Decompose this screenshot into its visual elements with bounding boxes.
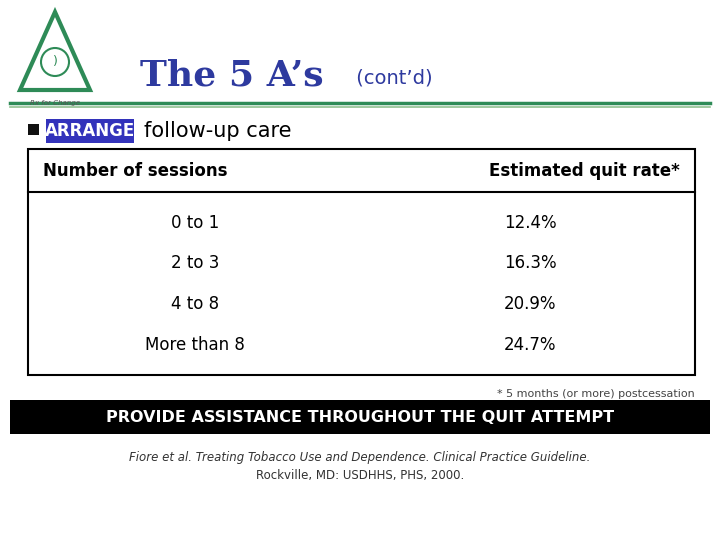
Text: follow-up care: follow-up care (144, 121, 292, 141)
FancyBboxPatch shape (28, 149, 695, 375)
Text: 20.9%: 20.9% (504, 295, 557, 313)
Text: 16.3%: 16.3% (504, 254, 557, 272)
Text: The 5 A’s: The 5 A’s (140, 58, 323, 92)
Text: * 5 months (or more) postcessation: * 5 months (or more) postcessation (498, 389, 695, 399)
Text: 24.7%: 24.7% (504, 335, 557, 354)
Text: PROVIDE ASSISTANCE THROUGHOUT THE QUIT ATTEMPT: PROVIDE ASSISTANCE THROUGHOUT THE QUIT A… (106, 409, 614, 424)
Text: More than 8: More than 8 (145, 335, 245, 354)
Text: Fiore et al. Treating Tobacco Use and Dependence. Clinical Practice Guideline.: Fiore et al. Treating Tobacco Use and De… (130, 451, 590, 464)
Text: Number of sessions: Number of sessions (43, 161, 228, 179)
Text: Rx for Change: Rx for Change (30, 100, 80, 106)
Text: 2 to 3: 2 to 3 (171, 254, 219, 272)
FancyBboxPatch shape (10, 400, 710, 434)
Text: ): ) (53, 56, 58, 69)
Text: 0 to 1: 0 to 1 (171, 213, 219, 232)
Polygon shape (20, 12, 90, 90)
Text: (cont’d): (cont’d) (350, 69, 433, 87)
FancyBboxPatch shape (46, 119, 134, 143)
Text: 4 to 8: 4 to 8 (171, 295, 219, 313)
Text: ARRANGE: ARRANGE (45, 122, 135, 140)
Text: Rockville, MD: USDHHS, PHS, 2000.: Rockville, MD: USDHHS, PHS, 2000. (256, 469, 464, 482)
FancyBboxPatch shape (28, 124, 39, 135)
Text: Estimated quit rate*: Estimated quit rate* (490, 161, 680, 179)
Text: 12.4%: 12.4% (504, 213, 557, 232)
